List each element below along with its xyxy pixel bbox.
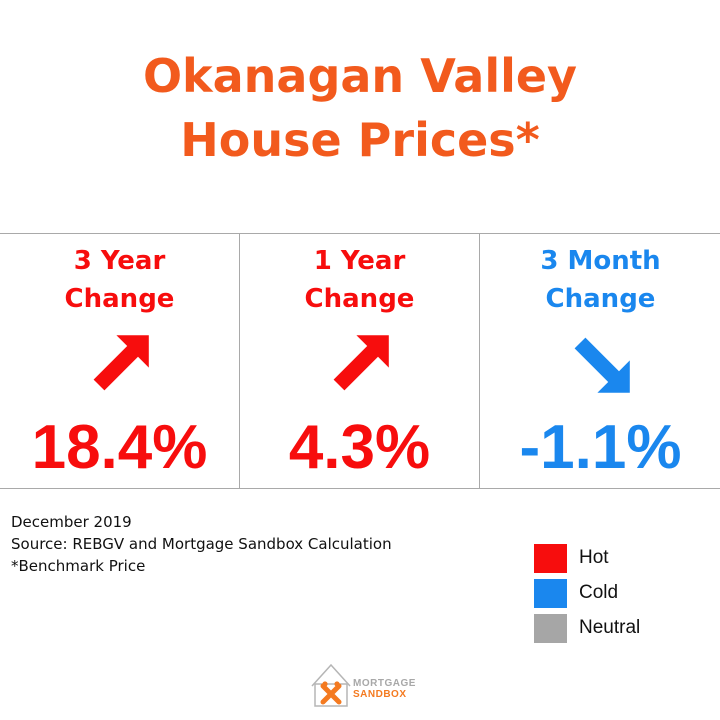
- notes-footnote: *Benchmark Price: [11, 557, 146, 575]
- card-label: 3 Month Change: [540, 246, 661, 314]
- logo-text: MORTGAGE SANDBOX: [353, 678, 416, 700]
- change-cards: 3 Year Change 18.4% 1 Year Change 4.3% 3…: [0, 233, 720, 489]
- legend-label: Hot: [579, 547, 609, 568]
- legend-label: Neutral: [579, 617, 641, 638]
- notes-date: December 2019: [11, 513, 132, 531]
- card-3-month-change: 3 Month Change -1.1%: [481, 234, 720, 488]
- arrow-up-right-icon: [330, 334, 390, 394]
- card-value: 4.3%: [288, 413, 431, 482]
- card-1-year-change: 1 Year Change 4.3%: [240, 234, 480, 488]
- title-line-1: Okanagan Valley: [142, 49, 578, 103]
- card-label: 3 Year Change: [64, 246, 175, 314]
- page-title: Okanagan Valley House Prices*: [0, 44, 720, 172]
- legend-swatch: [534, 579, 567, 608]
- legend-label: Cold: [579, 582, 619, 603]
- card-label: 1 Year Change: [304, 246, 415, 314]
- card-3-year-change: 3 Year Change 18.4%: [0, 234, 240, 488]
- house-logo-icon: [311, 663, 351, 707]
- arrow-down-right-icon: [571, 334, 631, 394]
- arrow-up-right-icon: [90, 334, 150, 394]
- notes-source: Source: REBGV and Mortgage Sandbox Calcu…: [11, 535, 392, 553]
- legend-swatch: [534, 544, 567, 573]
- card-value: -1.1%: [519, 413, 682, 482]
- mortgage-sandbox-logo: MORTGAGE SANDBOX: [311, 662, 421, 708]
- logo-text-line-2: SANDBOX: [353, 689, 407, 700]
- title-line-2: House Prices*: [180, 113, 540, 167]
- legend-swatch: [534, 614, 567, 643]
- logo-text-line-1: MORTGAGE: [353, 678, 416, 689]
- card-value: 18.4%: [31, 413, 208, 482]
- notes: December 2019 Source: REBGV and Mortgage…: [11, 511, 392, 577]
